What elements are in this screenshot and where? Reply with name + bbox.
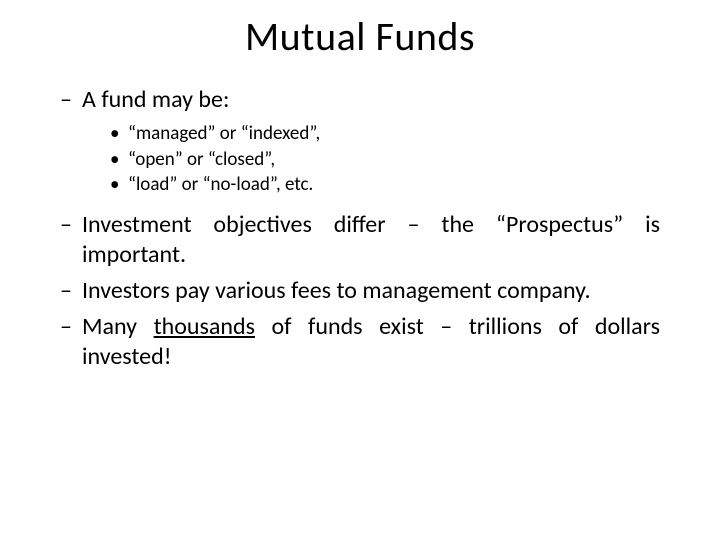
bullet-level1-thousands: – Many thousands of funds exist – trilli… [60,312,660,372]
bullet-level1-fees: – Investors pay various fees to manageme… [60,276,660,306]
bullet-text: “open” or “closed”, [128,148,275,171]
bullet-level2-open: • “open” or “closed”, [60,147,660,173]
dash-icon: – [60,210,72,240]
bullet-text: A fund may be: [82,85,229,114]
sub-bullet-list: • “managed” or “indexed”, • “open” or “c… [60,121,660,198]
bullet-text: “load” or “no-load”, etc. [128,173,313,196]
dash-icon: – [60,276,72,306]
bullet-level1-prospectus: – Investment objectives differ – the “Pr… [60,210,660,270]
bullet-text: Many thousands of funds exist – trillion… [82,312,660,372]
bullet-icon: • [110,172,119,198]
bullet-icon: • [110,147,119,173]
bullet-icon: • [110,121,119,147]
bullet-text: Investment objectives differ – the “Pros… [82,210,660,270]
text-fragment: Many [82,312,154,341]
bullet-level1-fund-may-be: – A fund may be: [60,85,660,115]
bullet-level2-load: • “load” or “no-load”, etc. [60,172,660,198]
bullet-text: “managed” or “indexed”, [128,122,320,145]
slide-title: Mutual Funds [60,12,660,61]
bullet-level2-managed: • “managed” or “indexed”, [60,121,660,147]
text-underline: thousands [154,312,255,341]
dash-icon: – [60,312,72,342]
dash-icon: – [60,85,72,115]
bullet-text: Investors pay various fees to management… [82,276,660,306]
